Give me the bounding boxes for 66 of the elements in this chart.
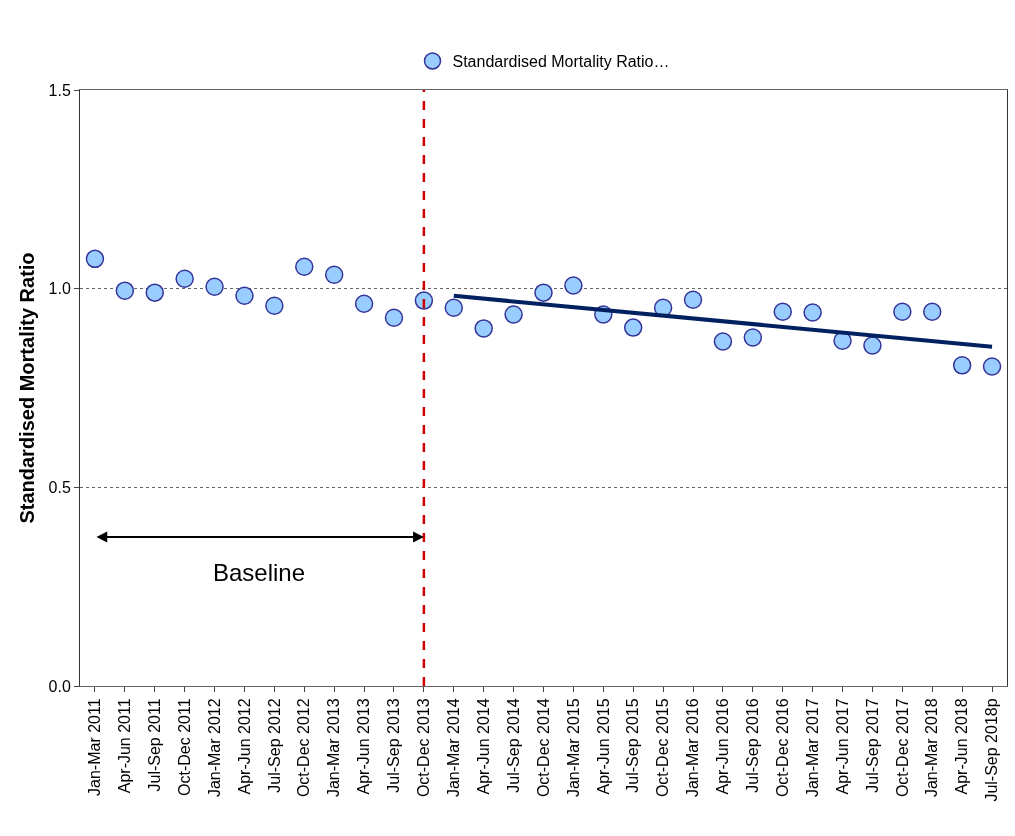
x-tick-label: Apr-Jun 2015 bbox=[594, 698, 612, 795]
y-tick-label: 0.5 bbox=[48, 478, 71, 496]
point bbox=[564, 276, 583, 295]
x-tick-label: Jul-Sep 2016 bbox=[744, 698, 762, 793]
point bbox=[295, 257, 314, 277]
point bbox=[414, 291, 434, 310]
x-tick-label: Oct-Dec 2017 bbox=[893, 698, 911, 798]
x-tick-label: Jan-Mar 2013 bbox=[325, 698, 343, 798]
x-tick-label: Apr-Jun 2018 bbox=[953, 698, 971, 795]
point bbox=[474, 319, 493, 338]
x-tick-label: Jan-Mar 2016 bbox=[684, 698, 702, 798]
point bbox=[773, 302, 792, 321]
point bbox=[803, 303, 822, 322]
point bbox=[444, 298, 464, 317]
y-axis-title: Standardised Mortality Ratio bbox=[16, 252, 39, 524]
point bbox=[504, 305, 523, 324]
x-tick-label: Oct-Dec 2013 bbox=[415, 698, 433, 798]
x-tick-label: Apr-Jun 2012 bbox=[235, 698, 253, 795]
y-tick-label: 1.0 bbox=[48, 280, 71, 298]
point bbox=[893, 302, 912, 321]
point bbox=[115, 281, 135, 300]
point bbox=[923, 302, 942, 321]
x-tick-label: Jul-Sep 2017 bbox=[863, 698, 881, 793]
x-tick-label: Apr-Jun 2014 bbox=[474, 698, 492, 795]
x-tick-label: Jul-Sep 2011 bbox=[145, 698, 163, 792]
point bbox=[534, 283, 553, 302]
x-tick-label: Jan-Mar 2017 bbox=[803, 698, 821, 798]
x-tick-label: Jan-Mar 2012 bbox=[205, 698, 223, 798]
x-tick-label: Jan-Mar 2014 bbox=[444, 698, 462, 798]
x-tick-label: Apr-Jun 2016 bbox=[714, 698, 732, 795]
point bbox=[863, 336, 882, 355]
point bbox=[384, 308, 404, 327]
point bbox=[683, 290, 703, 310]
x-tick-label: Oct-Dec 2015 bbox=[654, 698, 672, 798]
x-tick-label: Jul-Sep 2012 bbox=[265, 698, 283, 793]
annotation: Baseline bbox=[213, 559, 306, 586]
point bbox=[623, 318, 643, 337]
point bbox=[145, 283, 165, 302]
x-tick-label: Jan-Mar 2018 bbox=[923, 698, 941, 798]
x-tick-label: Oct-Dec 2011 bbox=[175, 698, 193, 796]
x-tick-label: Jul-Sep 2013 bbox=[385, 698, 403, 793]
point bbox=[175, 269, 194, 288]
point bbox=[324, 265, 344, 284]
x-tick-label: Jan-Mar 2011 bbox=[86, 698, 104, 796]
x-tick-label: Jul-Sep 2014 bbox=[504, 698, 522, 793]
point bbox=[85, 249, 105, 269]
x-tick-label: Jul-Sep 2018p bbox=[983, 698, 1001, 802]
point bbox=[354, 294, 374, 314]
point bbox=[982, 357, 1002, 376]
x-tick-label: Oct-Dec 2012 bbox=[295, 698, 313, 798]
point bbox=[235, 286, 254, 306]
x-tick-label: Apr-Jun 2011 bbox=[116, 698, 134, 794]
point bbox=[743, 328, 763, 347]
x-tick-label: Jul-Sep 2015 bbox=[624, 698, 642, 793]
point bbox=[205, 277, 224, 296]
x-tick-label: Oct-Dec 2016 bbox=[773, 698, 791, 798]
x-tick-label: Apr-Jun 2013 bbox=[355, 698, 373, 795]
point bbox=[713, 332, 733, 351]
point bbox=[952, 356, 972, 375]
legend-label: Standardised Mortality Ratio… bbox=[452, 53, 670, 71]
point bbox=[265, 296, 284, 315]
x-tick-label: Jan-Mar 2015 bbox=[564, 698, 582, 798]
x-tick-label: Oct-Dec 2014 bbox=[534, 698, 552, 798]
x-tick-label: Apr-Jun 2017 bbox=[833, 698, 851, 795]
y-tick-label: 1.5 bbox=[48, 81, 71, 99]
y-tick-label: 0.0 bbox=[48, 677, 71, 695]
